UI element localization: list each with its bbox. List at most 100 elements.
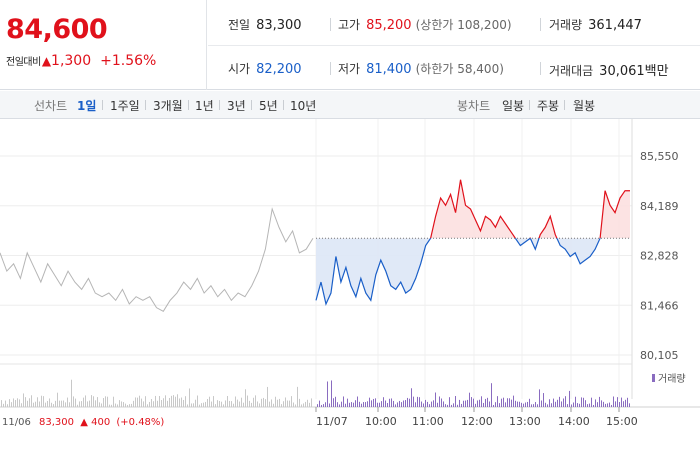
volume-bar [271, 399, 272, 407]
volume-bar [85, 395, 86, 407]
volume-bar [483, 402, 484, 407]
volume-bar [505, 402, 506, 407]
volume-bar [205, 401, 206, 407]
y-tick-label: 80,105 [640, 349, 679, 362]
volume-bar [333, 398, 334, 407]
volume-bar [201, 403, 202, 407]
volume-bar [423, 403, 424, 407]
volume-bar [231, 401, 232, 407]
volume-bar [265, 399, 266, 407]
volume-bar [439, 396, 440, 407]
volume-bar [473, 398, 474, 407]
volume-bar [129, 404, 130, 407]
volume-bar [383, 397, 384, 407]
volume-bar [597, 402, 598, 407]
volume-bar [487, 397, 488, 407]
volume-bar [249, 400, 250, 407]
volume-bar [399, 400, 400, 407]
price-box: 84,600 전일대비 ▲ 1,300 +1.56% [0, 0, 207, 90]
volume-bar [291, 396, 292, 407]
volume-bar [367, 401, 368, 407]
volume-bar [9, 399, 10, 407]
volume-bar [293, 402, 294, 407]
volume-bar [341, 401, 342, 407]
volume-bar [305, 401, 306, 407]
volume-bar [211, 401, 212, 407]
volume-bar [155, 395, 156, 407]
volume-bar [123, 402, 124, 407]
volume-bar [339, 404, 340, 407]
volume-bar [499, 403, 500, 407]
volume-bar [281, 404, 282, 407]
volume-bar [267, 386, 268, 407]
volume-bar [535, 402, 536, 407]
volume-bar [49, 398, 50, 407]
prev-day-info: 11/06 83,300 ▲ 400 (+0.48%) [2, 417, 164, 428]
volume-bar [197, 395, 198, 407]
volume-bar [151, 398, 152, 407]
volume-bar [299, 398, 300, 407]
tab-candle-week[interactable]: 주봉 [537, 99, 560, 113]
volume-bar [433, 400, 434, 407]
tab-period-1d[interactable]: 1일 [77, 99, 97, 113]
tab-candle-day[interactable]: 일봉 [502, 99, 525, 113]
volume-bar [35, 401, 36, 407]
volume-bar [317, 404, 318, 407]
volume-bar [513, 395, 514, 407]
y-tick-label: 82,828 [640, 250, 679, 263]
volume-bar [79, 401, 80, 407]
volume-bar [591, 397, 592, 407]
volume-bar [59, 400, 60, 407]
volume-bar [7, 404, 8, 407]
volume-bar [139, 395, 140, 407]
volume-bar [355, 400, 356, 407]
prev-day-series [0, 207, 314, 312]
volume-bar [369, 397, 370, 407]
volume-bar [451, 404, 452, 407]
tab-period-3m[interactable]: 3개월 [153, 99, 183, 113]
volume-bar [263, 397, 264, 407]
prev-day-change: 400 [91, 417, 110, 428]
volume-bar [435, 392, 436, 407]
volume-bar [569, 390, 570, 407]
volume-bar [485, 398, 486, 407]
x-tick-label: 15:00 [606, 415, 638, 428]
tab-period-5y[interactable]: 5년 [259, 99, 278, 113]
tab-period-3y[interactable]: 3년 [227, 99, 246, 113]
volume-bar [561, 401, 562, 407]
volume-bar [229, 400, 230, 407]
volume-bar [409, 398, 410, 407]
volume-bar [171, 395, 172, 407]
volume-bar [195, 399, 196, 407]
volume-bar [43, 396, 44, 407]
volume-bar [427, 401, 428, 407]
volume-bar [381, 401, 382, 407]
volume-bar [65, 402, 66, 407]
volume-bar [239, 401, 240, 407]
volume-bar [459, 399, 460, 407]
tab-period-1y[interactable]: 1년 [195, 99, 214, 113]
chart-grid [0, 119, 700, 408]
volume-bar [601, 400, 602, 407]
volume-bar [261, 398, 262, 407]
today-line [315, 179, 630, 306]
prev-day-line [0, 207, 314, 312]
tab-period-10y[interactable]: 10년 [290, 99, 317, 113]
volume-bar [455, 396, 456, 407]
volume-bar [357, 396, 358, 407]
volume-bar [269, 401, 270, 407]
volume-bar [441, 398, 442, 407]
tab-period-1w[interactable]: 1주일 [110, 99, 140, 113]
volume-bar [115, 403, 116, 407]
tab-candle-month[interactable]: 월봉 [573, 99, 596, 113]
volume-bar [131, 403, 132, 407]
volume-bar [219, 400, 220, 407]
volume-bar [523, 403, 524, 407]
volume-bar [491, 383, 492, 407]
volume-bar [225, 400, 226, 407]
volume-bar [309, 402, 310, 407]
volume-bar [325, 402, 326, 407]
volume-bar [555, 401, 556, 407]
volume-bar [603, 401, 604, 407]
volume-bar [177, 394, 178, 407]
